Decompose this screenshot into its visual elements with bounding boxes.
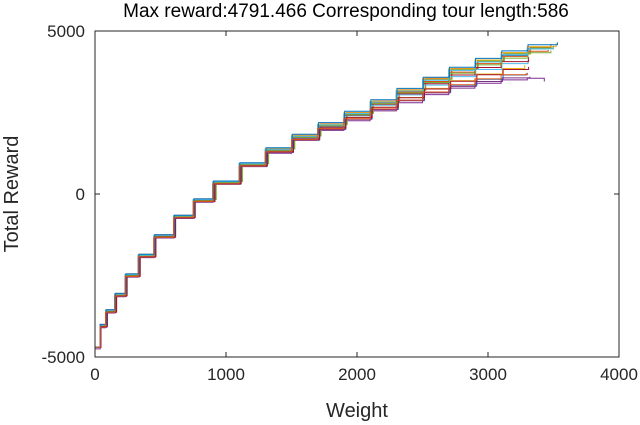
series-line-13 xyxy=(95,46,554,348)
y-axis: -5000 0 5000 xyxy=(42,22,619,367)
x-axis: 0 1000 2000 3000 4000 xyxy=(90,31,638,384)
plot-lines xyxy=(95,42,558,350)
x-tick-label: 4000 xyxy=(600,365,638,384)
series-line-12 xyxy=(95,50,552,348)
chart-title: Max reward:4791.466 Corresponding tour l… xyxy=(123,1,569,22)
x-tick-label: 3000 xyxy=(469,365,507,384)
series-line-8 xyxy=(95,73,527,348)
series-line-16 xyxy=(95,72,528,348)
series-line-3 xyxy=(95,65,526,348)
y-tick-label: 5000 xyxy=(47,22,85,41)
series-line-14 xyxy=(95,66,530,348)
y-axis-title: Total Reward xyxy=(1,136,23,253)
plot-box xyxy=(94,30,620,358)
x-tick-label: 0 xyxy=(90,365,99,384)
series-line-7 xyxy=(95,57,530,348)
series-line-10 xyxy=(95,43,557,348)
series-line-1 xyxy=(95,47,548,348)
x-tick-label: 1000 xyxy=(207,365,245,384)
series-line-5 xyxy=(95,45,554,348)
series-line-6 xyxy=(95,59,529,348)
series-line-11 xyxy=(95,76,531,348)
y-tick-label: 0 xyxy=(76,185,85,204)
series-line-4 xyxy=(95,77,545,350)
x-axis-title: Weight xyxy=(326,400,388,422)
series-line-9 xyxy=(95,49,549,348)
series-line-2 xyxy=(95,44,552,348)
series-line-15 xyxy=(95,42,558,348)
x-tick-label: 2000 xyxy=(338,365,376,384)
y-tick-label: -5000 xyxy=(42,348,85,367)
